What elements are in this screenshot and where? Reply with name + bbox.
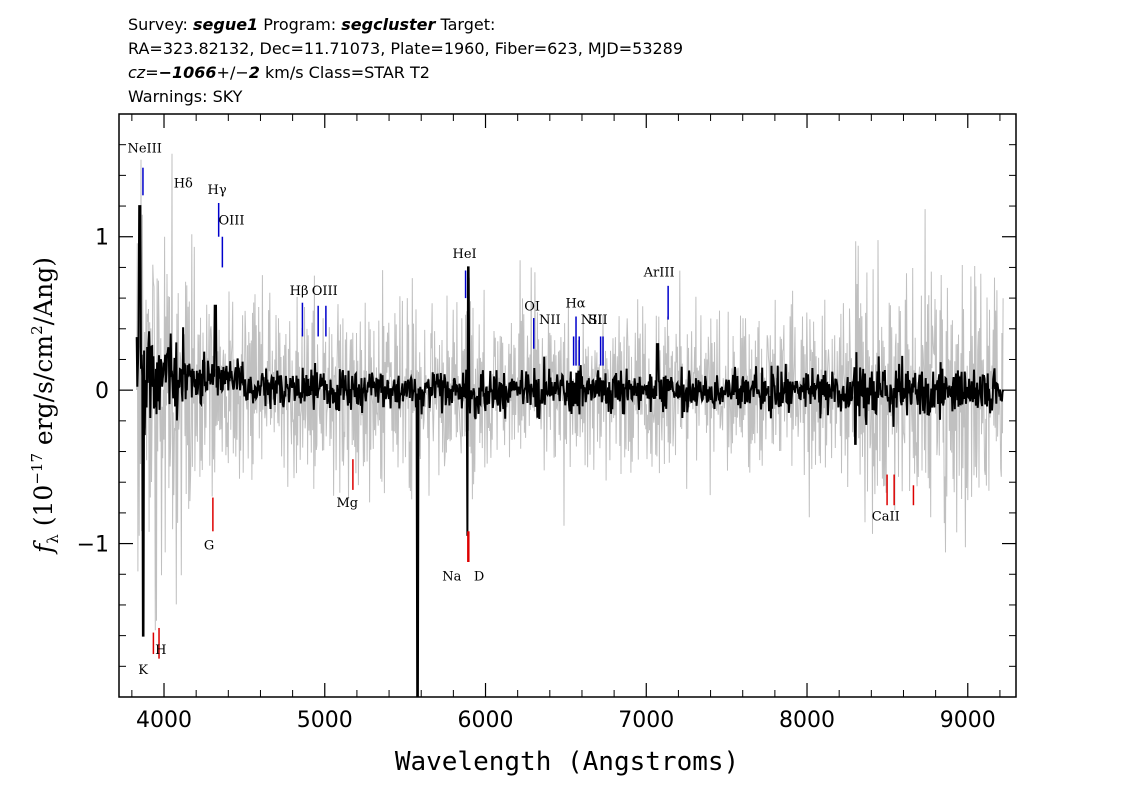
emission-line-label-12: SII (588, 313, 607, 328)
emission-line-label-2: Hγ (208, 183, 227, 198)
emission-line-label-14: ArIII (643, 266, 675, 281)
absorption-line-label-0: K (138, 663, 148, 678)
plot-frame (118, 113, 1017, 698)
y-axis-label: fλ (10−17 erg/s/cm2/Ang) (28, 257, 62, 555)
x-tick-label: 7000 (618, 708, 674, 733)
y-tick-label: −1 (77, 533, 109, 558)
emission-line-label-9: NII (539, 313, 561, 328)
y-tick-label: 1 (95, 226, 109, 251)
emission-line-label-0: NeIII (127, 141, 161, 156)
y-label-squared: 2 (28, 325, 46, 335)
emission-line-label-3: OIII (218, 213, 244, 228)
cz-label: cz= (128, 63, 159, 82)
y-label-exponent: −17 (28, 453, 46, 485)
flux-series (135, 205, 1005, 697)
y-label-f: f (29, 540, 58, 555)
survey-value: segue1 (193, 15, 258, 34)
y-label-units: erg/s/cm (29, 335, 58, 453)
x-tick-label: 9000 (940, 708, 996, 733)
emission-line-label-1: Hδ (174, 177, 193, 192)
x-tick-label: 8000 (779, 708, 835, 733)
header-line-coords: RA=323.82132, Dec=11.71073, Plate=1960, … (128, 39, 683, 58)
y-label-end: /Ang) (29, 257, 58, 325)
y-label-lambda: λ (44, 534, 62, 544)
y-label-power: (10 (29, 485, 58, 535)
x-tick-label: 6000 (458, 708, 514, 733)
program-label: Program: (263, 15, 336, 34)
cz-error: 2 (249, 63, 260, 82)
axes: 4000 5000 6000 7000 8000 9000 −1 0 1 (77, 114, 1016, 733)
emission-line-label-7: HeI (453, 247, 477, 262)
header-line-survey: Survey: segue1 Program: segcluster Targe… (128, 15, 495, 34)
x-tick-label: 4000 (136, 708, 192, 733)
absorption-line-label-1: H (155, 643, 166, 658)
y-tick-label: 0 (95, 379, 109, 404)
x-axis-label: Wavelength (Angstroms) (395, 747, 739, 777)
cz-value: −1066 (159, 63, 217, 82)
absorption-line-label-5: D (474, 569, 484, 584)
emission-line-label-4: Hβ (290, 284, 309, 299)
target-label: Target: (439, 15, 495, 34)
x-tick-label: 5000 (297, 708, 353, 733)
absorption-line-label-2: G (204, 539, 214, 554)
emission-line-label-5: OIII (312, 284, 338, 299)
cz-plusminus: +/− (217, 63, 249, 82)
program-value: segcluster (341, 15, 436, 34)
header-line-redshift: cz=−1066+/−2 km/s Class=STAR T2 (128, 63, 430, 82)
emission-line-label-8: OI (524, 299, 540, 314)
emission-line-label-10: Hα (565, 296, 585, 311)
absorption-line-label-4: Na (442, 569, 461, 584)
survey-label: Survey: (128, 15, 188, 34)
cz-class: km/s Class=STAR T2 (260, 63, 430, 82)
absorption-line-label-3: Mg (336, 496, 358, 511)
header-line-warnings: Warnings: SKY (128, 87, 243, 106)
emission-line-label-11: NII (581, 313, 603, 328)
absorption-line-label-6: CaII (872, 510, 900, 525)
